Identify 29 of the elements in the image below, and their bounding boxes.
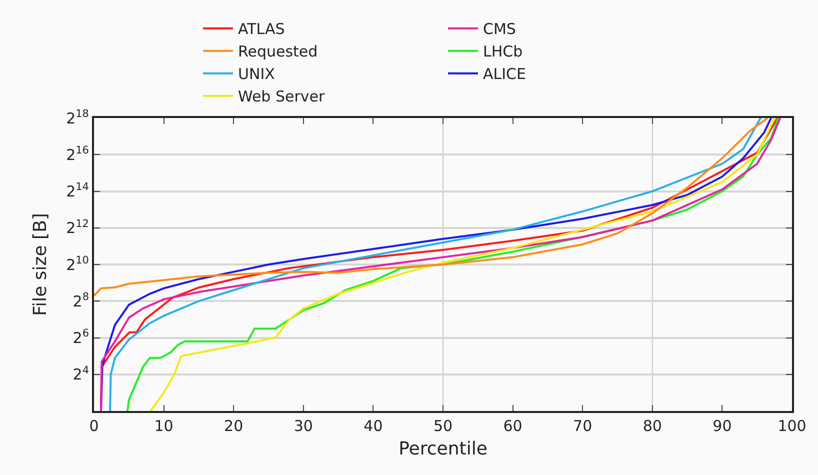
line-series — [94, 118, 769, 297]
y-tick-label: 2$^{12}$ — [66, 218, 89, 238]
x-tick-label: 40 — [364, 417, 383, 435]
y-tick-label: 2$^{14}$ — [66, 181, 90, 200]
x-tick-label: 60 — [503, 417, 522, 435]
y-tick-label: 2$^{8}$ — [72, 291, 89, 310]
legend-label: Web Server — [238, 88, 326, 106]
legend-label: ATLAS — [238, 20, 285, 38]
legend-label: ALICE — [483, 65, 526, 84]
x-tick-label: 50 — [433, 417, 453, 435]
x-tick-label: 30 — [294, 417, 313, 435]
x-axis-title: Percentile — [398, 438, 488, 460]
x-tick-label: 10 — [154, 417, 174, 435]
x-tick-label: 20 — [224, 417, 244, 435]
x-tick-label: 0 — [89, 417, 99, 435]
x-tick-label: 90 — [712, 417, 732, 435]
x-tick-label: 100 — [778, 417, 806, 435]
y-axis-title: File size [B] — [30, 213, 51, 316]
x-tick-label: 70 — [573, 417, 592, 435]
y-tick-label: 2$^{6}$ — [72, 328, 90, 347]
y-tick-label: 2$^{16}$ — [66, 144, 90, 164]
legend-label: UNIX — [238, 65, 275, 84]
y-tick-label: 2$^{10}$ — [66, 254, 89, 274]
y-tick-label: 2$^{18}$ — [66, 108, 89, 128]
x-tick-label: 80 — [642, 417, 662, 435]
y-tick-label: 2$^{4}$ — [72, 364, 90, 384]
legend-label: Requested — [238, 42, 318, 61]
legend-label: LHCb — [483, 42, 523, 61]
legend-label: CMS — [483, 20, 516, 38]
